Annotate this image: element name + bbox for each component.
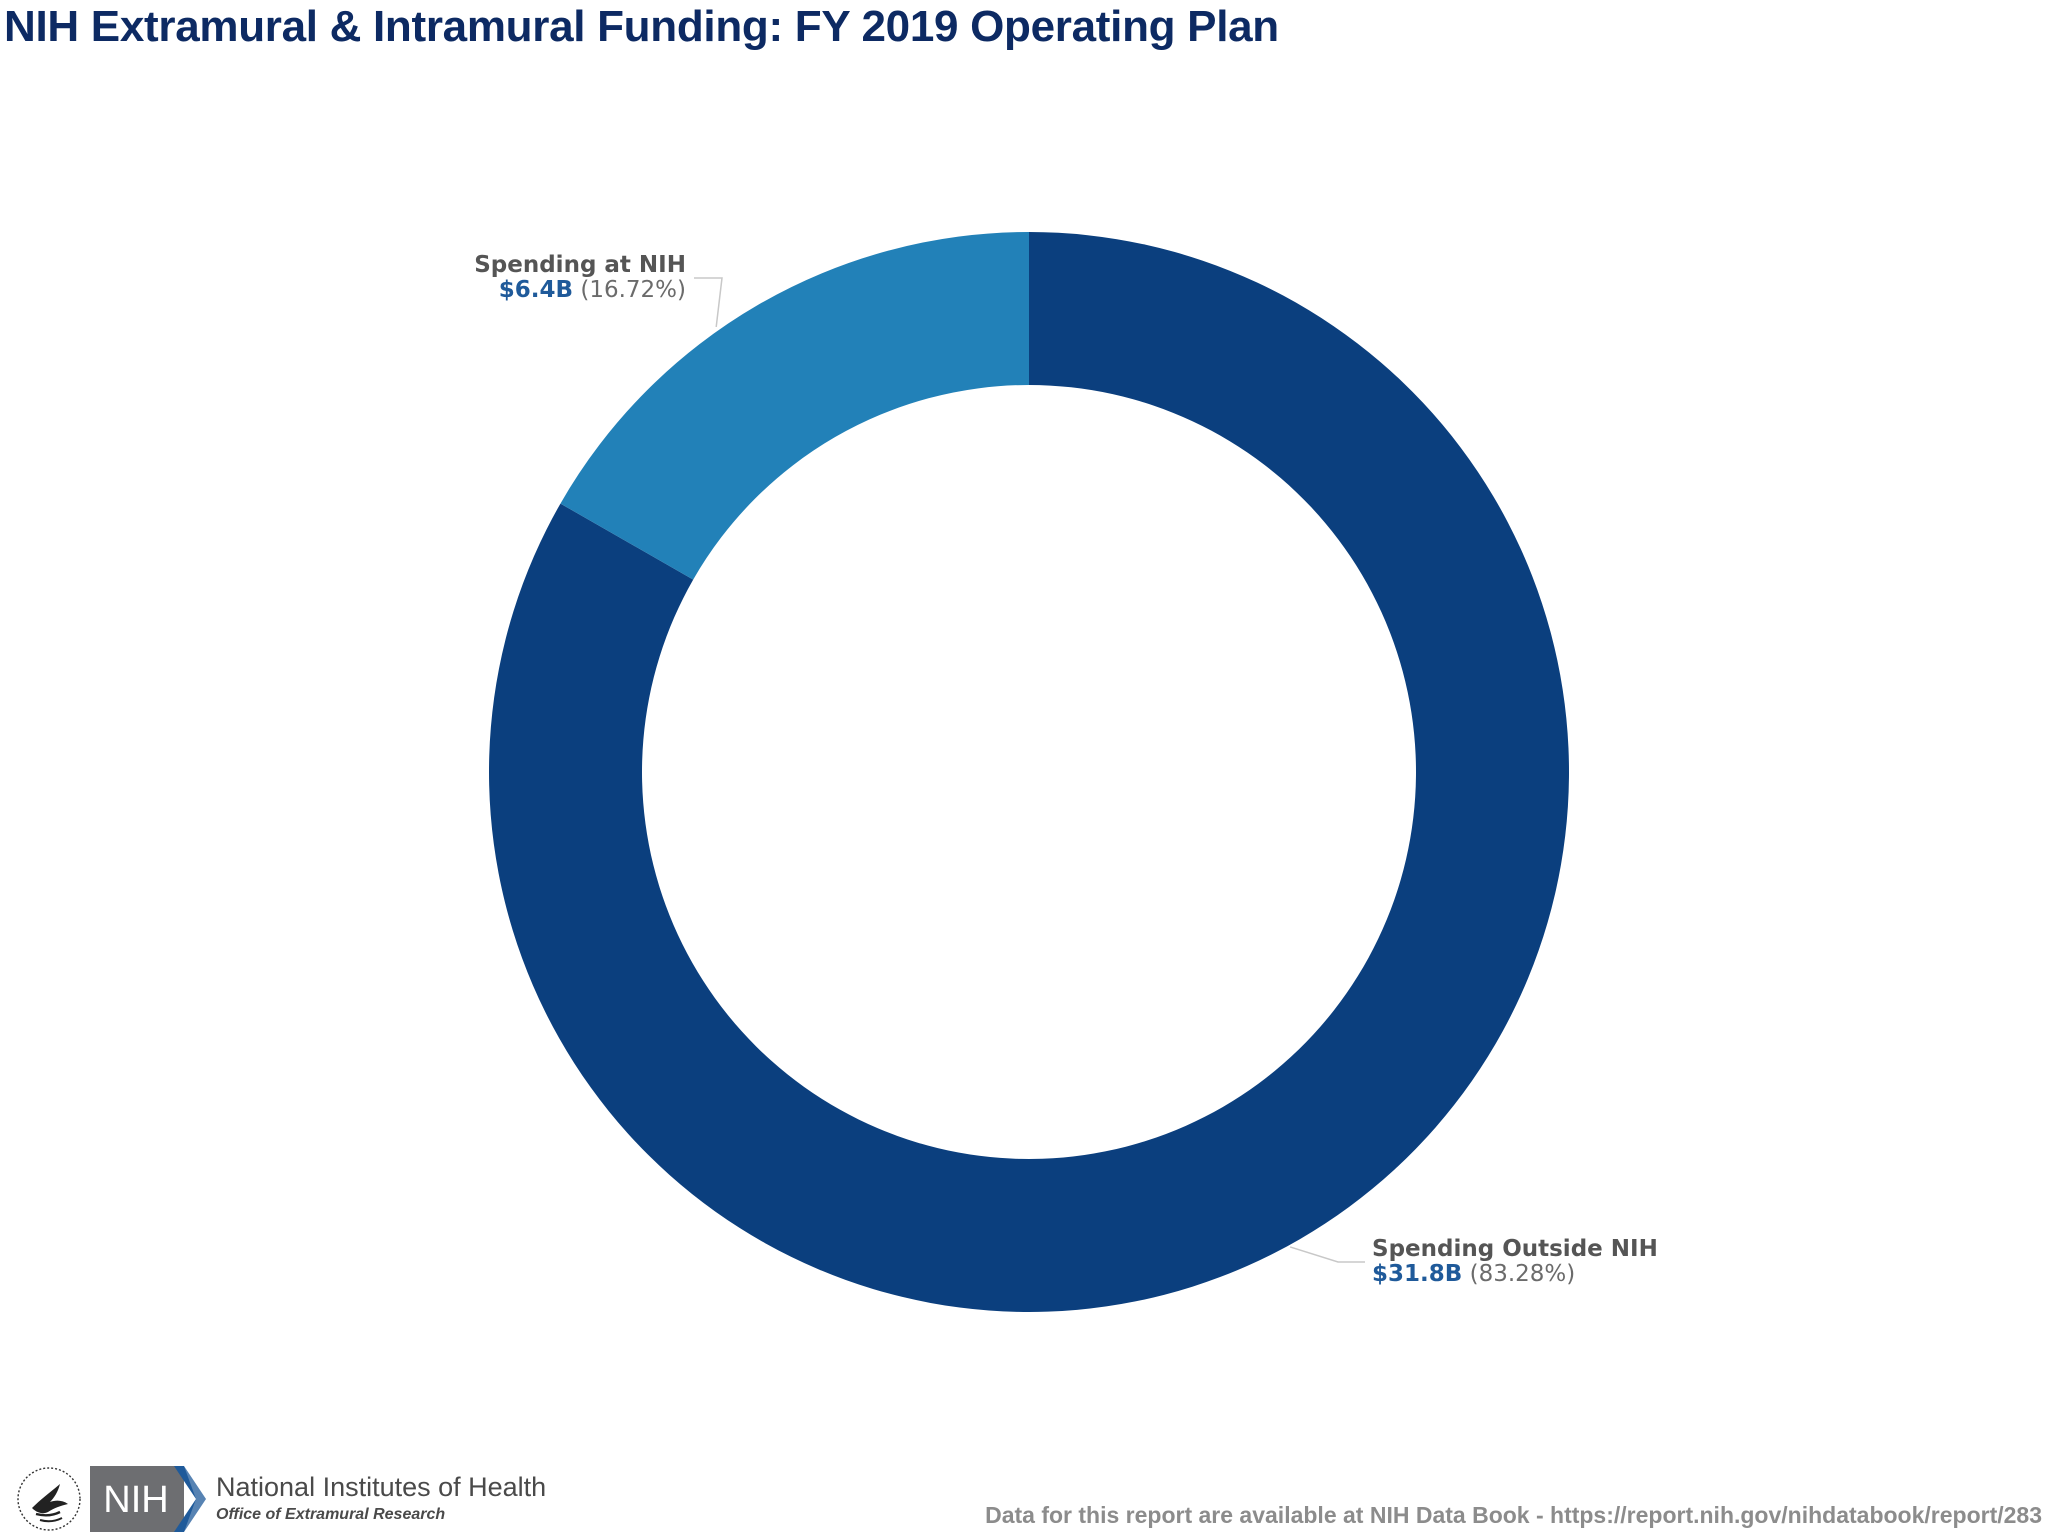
slice-label-value: $31.8B (83.28%): [1372, 1261, 1575, 1287]
donut-slices: [489, 232, 1569, 1312]
chart-title: NIH Extramural & Intramural Funding: FY …: [4, 2, 1279, 51]
slice-value: $6.4B: [499, 277, 573, 303]
slice-labels: Spending Outside NIH$31.8B (83.28%) Spend…: [474, 252, 1658, 1287]
footer-logos: NIH National Institutes of Health Office…: [10, 1462, 546, 1532]
slice-label-value: $6.4B (16.72%): [499, 277, 686, 303]
leader-line: [1289, 1246, 1365, 1263]
org-name: National Institutes of Health: [216, 1472, 547, 1502]
org-office: Office of Extramural Research: [216, 1506, 446, 1523]
slice-label-name: Spending at NIH: [474, 252, 686, 278]
donut-slice-at-nih[interactable]: [560, 232, 1029, 580]
slice-percent: (83.28%): [1462, 1261, 1575, 1287]
slice-label-name: Spending Outside NIH: [1372, 1236, 1658, 1262]
slice-value: $31.8B: [1372, 1261, 1462, 1287]
nih-logo-icon: NIH: [90, 1466, 206, 1532]
nih-logo-text: NIH: [103, 1479, 168, 1521]
leader-line: [694, 277, 723, 328]
slice-percent: (16.72%): [573, 277, 686, 303]
source-note: Data for this report are available at NI…: [985, 1502, 2042, 1528]
donut-chart: Spending Outside NIH$31.8B (83.28%) Spend…: [474, 232, 1658, 1312]
hhs-eagle-seal-icon: [17, 1467, 81, 1531]
